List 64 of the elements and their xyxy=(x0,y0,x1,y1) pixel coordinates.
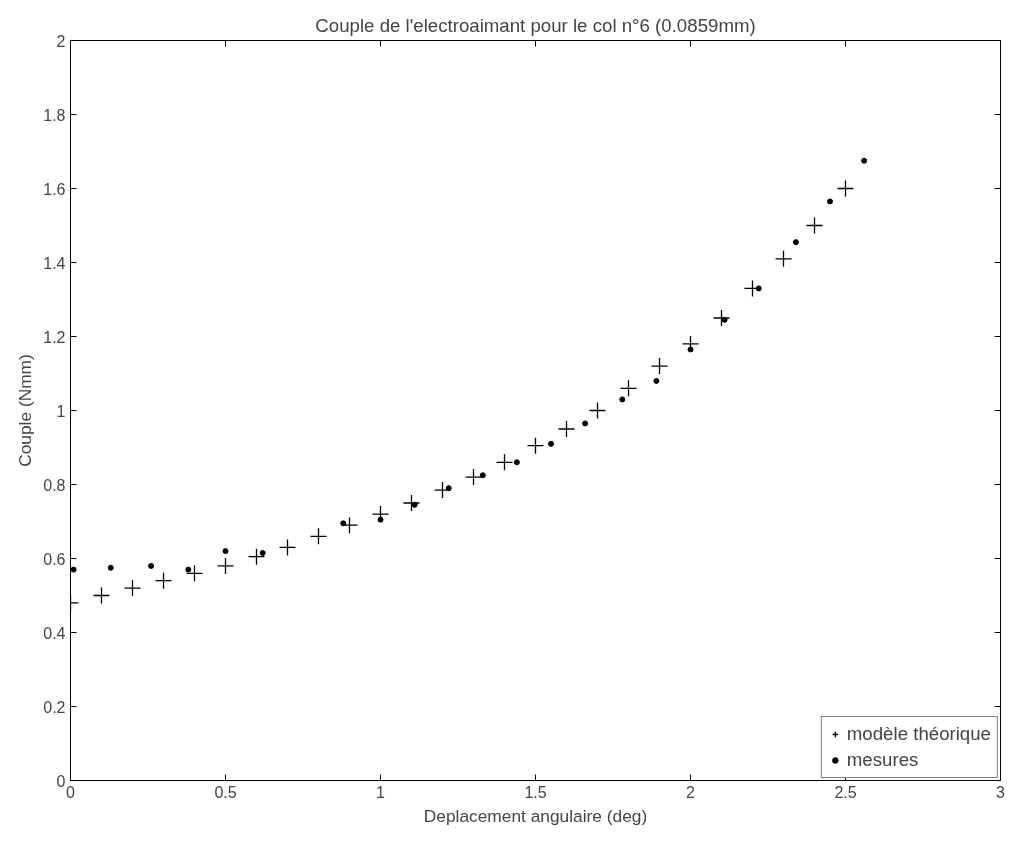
point xyxy=(464,468,483,486)
point xyxy=(712,309,731,327)
point xyxy=(836,179,855,198)
legend-label: mesures xyxy=(846,749,919,771)
x-axis-title: Deplacement angulaire (deg) xyxy=(423,805,648,826)
point xyxy=(309,527,328,545)
point xyxy=(222,548,229,555)
y-tick-label: 1.6 xyxy=(43,180,66,198)
chart-title: Couple de l'electroaimant pour le col n°6 (0.0859mm) xyxy=(315,14,756,36)
point xyxy=(411,501,418,508)
point xyxy=(755,285,762,292)
point xyxy=(123,579,142,597)
point xyxy=(479,472,486,479)
point xyxy=(827,198,833,205)
point xyxy=(495,453,514,471)
point xyxy=(185,564,204,582)
point xyxy=(774,250,793,268)
x-tick-label: 3 xyxy=(996,783,1006,801)
point xyxy=(687,346,694,353)
y-tick-label: 0 xyxy=(56,772,66,790)
point xyxy=(805,216,824,235)
point xyxy=(445,485,452,492)
y-tick-label: 0.4 xyxy=(43,624,66,642)
point xyxy=(588,401,607,420)
point xyxy=(619,396,626,403)
point xyxy=(513,459,520,466)
point xyxy=(402,494,421,512)
point xyxy=(107,564,114,571)
legend-label: modèle théorique xyxy=(846,723,991,745)
point xyxy=(278,538,297,557)
y-tick-label: 0.2 xyxy=(43,698,66,716)
point xyxy=(582,420,589,427)
point xyxy=(557,420,576,438)
x-tick-label: 2 xyxy=(686,783,696,801)
x-tick-label: 1 xyxy=(376,783,386,801)
y-tick-label: 1.2 xyxy=(43,328,66,346)
point xyxy=(259,549,266,556)
y-axis-title: Couple (Nmm) xyxy=(15,354,36,467)
point xyxy=(650,357,669,375)
point xyxy=(185,566,192,573)
y-tick-label: 1.4 xyxy=(43,254,66,272)
point xyxy=(526,437,545,455)
point xyxy=(653,377,660,384)
point xyxy=(377,516,384,523)
point xyxy=(70,566,77,573)
point xyxy=(154,572,173,590)
point xyxy=(340,520,347,527)
point xyxy=(247,548,266,566)
point xyxy=(216,557,235,575)
point xyxy=(792,239,799,246)
point xyxy=(721,316,728,323)
point xyxy=(548,440,554,447)
point xyxy=(92,586,111,605)
x-tick-label: 0.5 xyxy=(214,783,237,801)
y-tick-label: 1 xyxy=(56,402,66,420)
y-tick-label: 0.6 xyxy=(43,550,66,568)
point xyxy=(861,157,868,164)
y-tick-label: 0.8 xyxy=(43,476,66,494)
x-tick-label: 2.5 xyxy=(834,783,857,801)
y-tick-label: 2 xyxy=(56,32,66,50)
point xyxy=(619,379,638,397)
point xyxy=(148,562,155,569)
y-tick-label: 1.8 xyxy=(43,106,66,124)
x-tick-label: 1.5 xyxy=(524,783,547,801)
